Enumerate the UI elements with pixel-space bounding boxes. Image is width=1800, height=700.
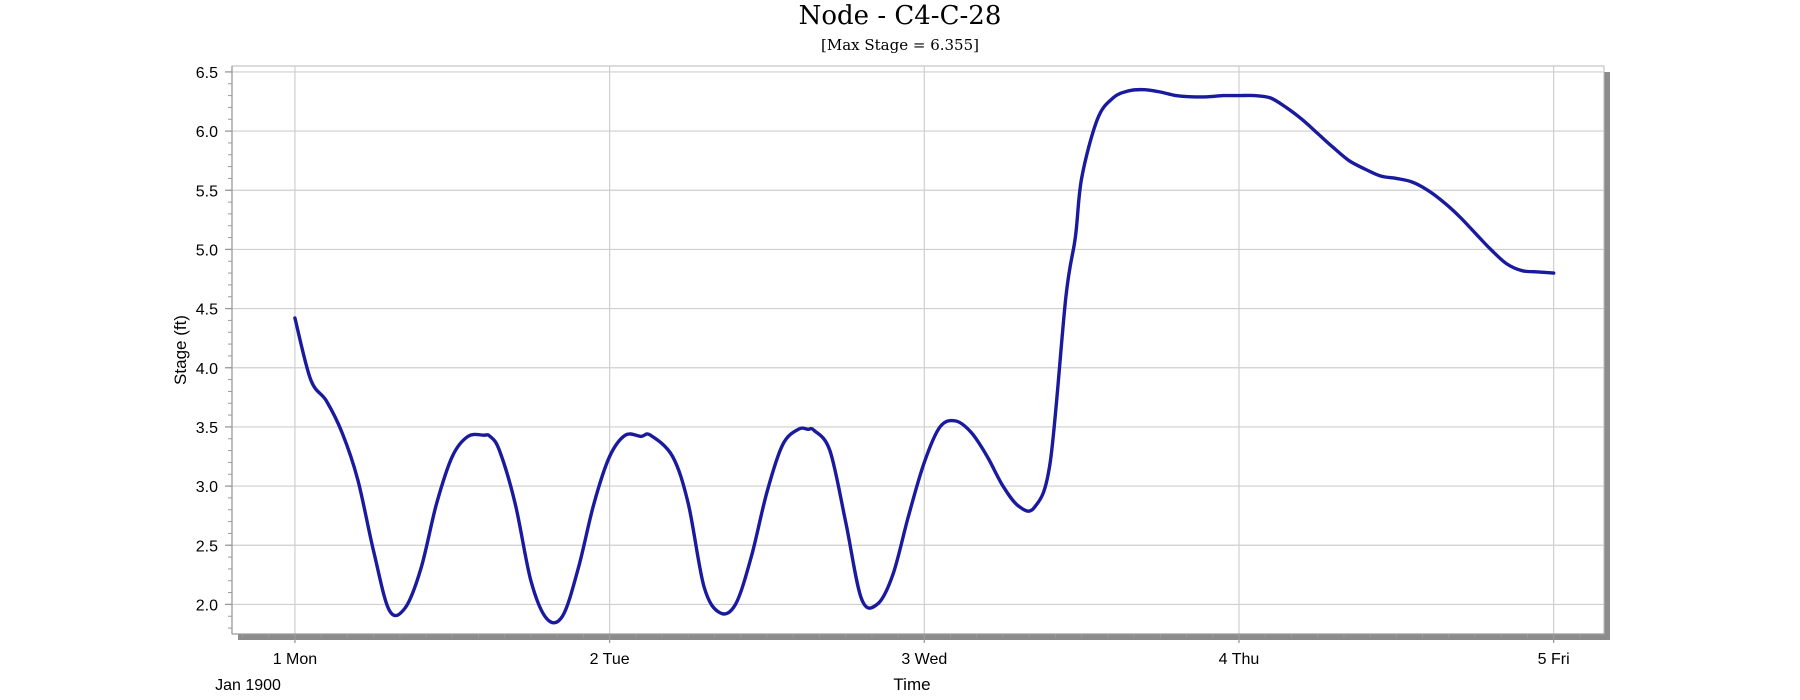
y-tick-label: 2.0 xyxy=(196,597,218,614)
y-tick-label: 3.0 xyxy=(196,479,218,496)
x-tick-sublabel: Jan 1900 xyxy=(215,677,281,694)
chart-title: Node - C4-C-28 xyxy=(799,1,1002,31)
y-tick-labels: 2.0 2.5 3.0 3.5 4.0 4.5 5.0 5.5 6.0 6.5 xyxy=(196,65,218,615)
series-line-stage xyxy=(293,87,1556,625)
x-tick-label: 4 Thu xyxy=(1219,651,1260,668)
x-tick-labels: 1 Mon 2 Tue 3 Wed 4 Thu 5 Fri xyxy=(273,651,1570,668)
axes xyxy=(225,66,1604,643)
x-axis-label: Time xyxy=(893,675,930,694)
y-tick-label: 4.0 xyxy=(196,361,218,378)
y-axis-label: Stage (ft) xyxy=(171,315,190,385)
y-tick-label: 5.5 xyxy=(196,183,218,200)
series xyxy=(293,87,1556,625)
x-tick-label: 1 Mon xyxy=(273,651,317,668)
x-tick-label: 3 Wed xyxy=(901,651,947,668)
chart-subtitle: [Max Stage = 6.355] xyxy=(821,36,979,54)
y-tick-label: 4.5 xyxy=(196,302,218,319)
y-tick-label: 2.5 xyxy=(196,538,218,555)
y-tick-label: 6.0 xyxy=(196,124,218,141)
y-tick-label: 3.5 xyxy=(196,420,218,437)
x-tick-label: 2 Tue xyxy=(590,651,630,668)
plot-area xyxy=(231,65,1605,635)
y-tick-label: 6.5 xyxy=(196,65,218,82)
x-tick-label: 5 Fri xyxy=(1538,651,1570,668)
y-tick-label: 5.0 xyxy=(196,242,218,259)
